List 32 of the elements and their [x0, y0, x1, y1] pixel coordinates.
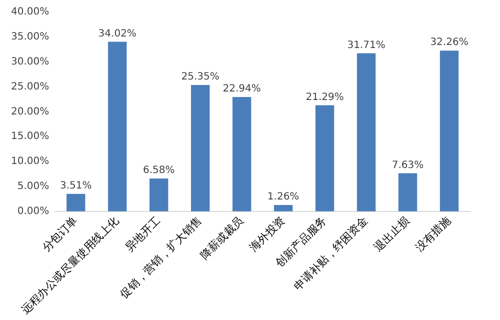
- y-tick-label: 0.00%: [17, 206, 50, 217]
- bar: [66, 194, 86, 212]
- y-tick-label: 15.00%: [10, 131, 50, 142]
- bar: [356, 53, 376, 212]
- data-label: 34.02%: [98, 28, 136, 40]
- bar: [315, 105, 334, 212]
- x-tick-label: 异地开工: [122, 214, 163, 254]
- x-tick-label: 没有措施: [413, 214, 454, 254]
- bar: [232, 97, 252, 212]
- bar: [398, 173, 418, 212]
- bar: [108, 42, 127, 212]
- data-label: 7.63%: [392, 160, 424, 171]
- bar: [440, 50, 459, 212]
- y-tick-label: 25.00%: [10, 81, 50, 92]
- data-label: 1.26%: [267, 192, 300, 203]
- data-label: 21.29%: [306, 92, 344, 103]
- y-tick-label: 10.00%: [10, 156, 50, 168]
- bar: [191, 85, 210, 212]
- data-label: 31.71%: [347, 40, 386, 51]
- data-label: 6.58%: [142, 165, 175, 176]
- data-label: 22.94%: [222, 84, 261, 95]
- y-tick-label: 20.00%: [10, 106, 50, 118]
- bar: [150, 178, 168, 212]
- data-label: 3.51%: [60, 180, 92, 192]
- bar: [274, 205, 293, 212]
- y-tick-label: 5.00%: [17, 181, 50, 192]
- y-tick-label: 30.00%: [10, 56, 50, 68]
- x-tick-label: 退出止损: [372, 214, 412, 254]
- data-label: 32.26%: [430, 37, 468, 48]
- data-label: 25.35%: [181, 72, 220, 83]
- y-tick-label: 40.00%: [10, 6, 50, 18]
- y-tick-label: 35.00%: [10, 32, 50, 43]
